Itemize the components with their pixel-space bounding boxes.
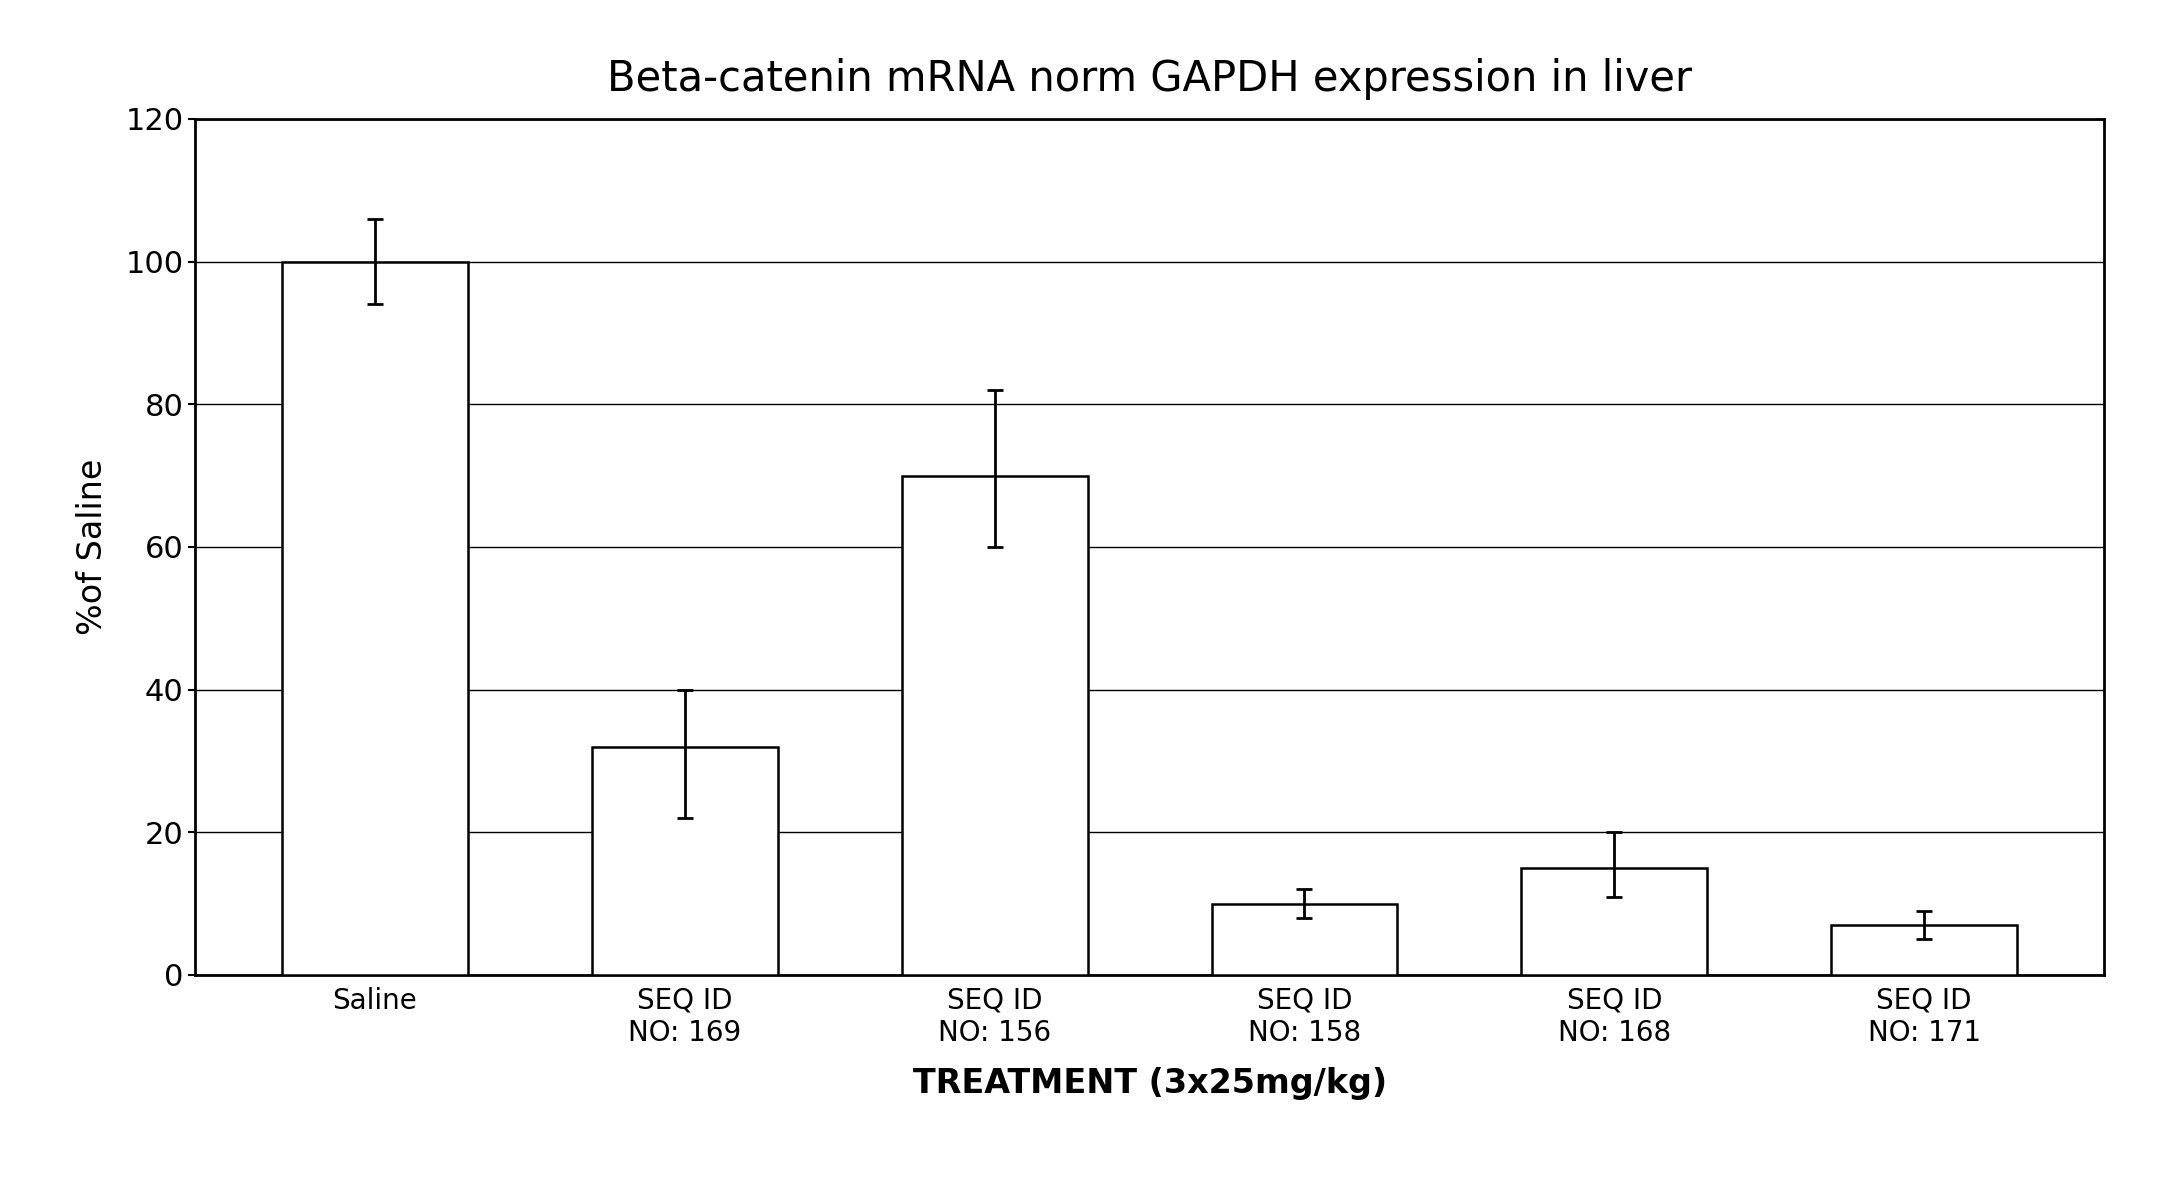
Bar bbox=[1831, 925, 2017, 975]
Bar bbox=[282, 262, 469, 975]
Bar bbox=[1520, 868, 1707, 975]
Bar bbox=[902, 476, 1087, 975]
Bar bbox=[592, 747, 779, 975]
Bar bbox=[1212, 904, 1397, 975]
Y-axis label: %of Saline: %of Saline bbox=[76, 459, 108, 635]
Title: Beta-catenin mRNA norm GAPDH expression in liver: Beta-catenin mRNA norm GAPDH expression … bbox=[607, 58, 1692, 100]
X-axis label: TREATMENT (3x25mg/kg): TREATMENT (3x25mg/kg) bbox=[913, 1067, 1386, 1100]
